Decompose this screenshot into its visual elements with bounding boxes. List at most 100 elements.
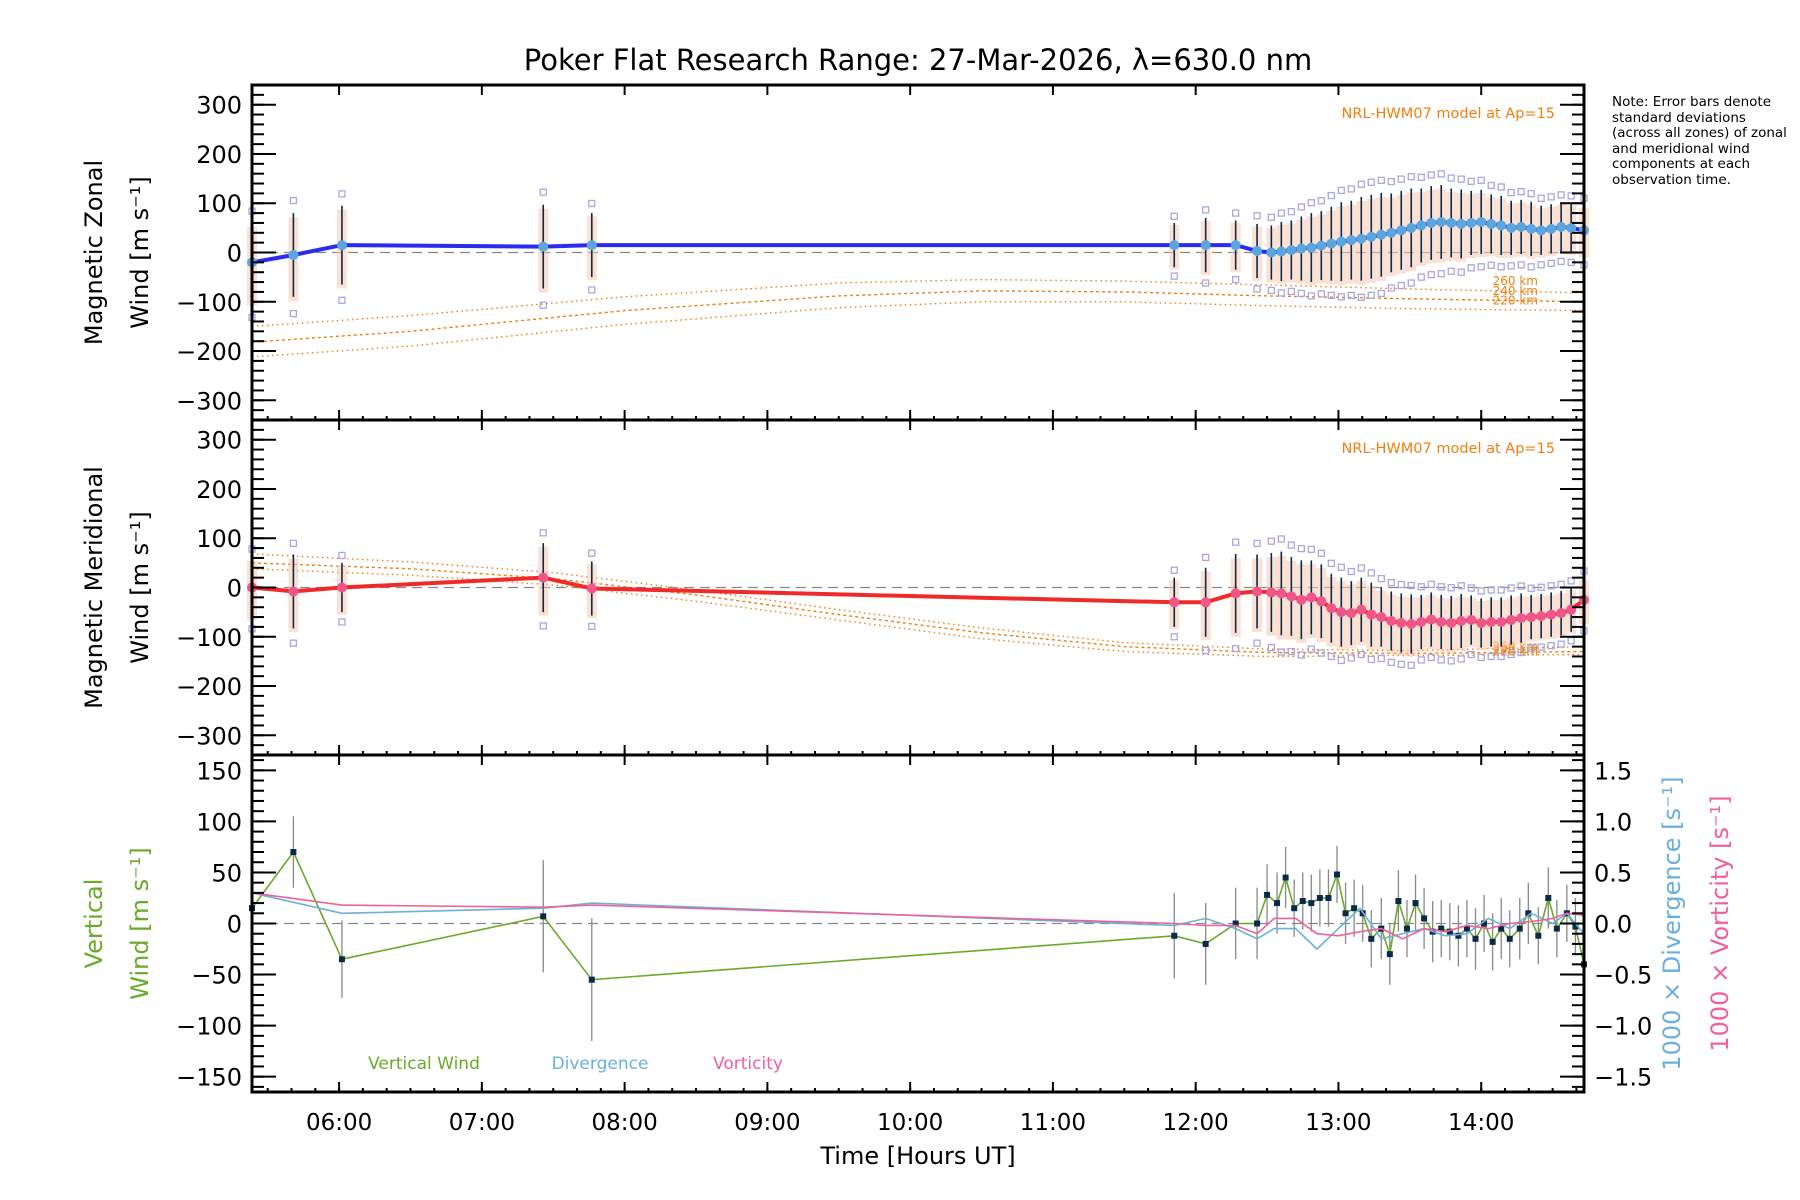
data-point — [1395, 898, 1402, 905]
zone-sample — [1507, 188, 1515, 197]
data-point — [1334, 871, 1341, 878]
data-point — [1416, 220, 1427, 231]
data-point — [1342, 910, 1349, 917]
data-point — [1496, 616, 1507, 627]
model-title: NRL-HWM07 model at Ap=15 — [1342, 441, 1555, 457]
zone-sample — [1547, 582, 1555, 590]
data-point — [1556, 221, 1567, 232]
y-axis-label: Wind [m s⁻¹] — [126, 511, 154, 663]
zone-sample — [1287, 541, 1295, 549]
y-tick-label: 100 — [196, 190, 242, 218]
y-axis-label: Magnetic Zonal — [80, 160, 108, 345]
data-point — [1506, 935, 1513, 942]
model-label: 260 km — [1493, 274, 1538, 288]
x-tick-label: 09:00 — [734, 1110, 800, 1136]
data-point — [1366, 231, 1377, 242]
data-point — [1254, 920, 1261, 927]
data-point — [1506, 222, 1517, 233]
zone-sample — [588, 199, 596, 208]
data-point — [1566, 222, 1577, 233]
data-point — [1446, 928, 1453, 935]
zone-sample — [1497, 183, 1505, 191]
data-point — [1296, 243, 1307, 254]
zone-sample — [1317, 649, 1325, 657]
zone-sample — [1417, 583, 1425, 591]
data-point — [1406, 222, 1417, 233]
model-curve-260km — [251, 553, 1585, 652]
model-title: NRL-HWM07 model at Ap=15 — [1342, 106, 1555, 122]
zone-sample — [289, 196, 298, 205]
data-point — [338, 956, 345, 963]
y-tick-label: 0 — [227, 911, 242, 939]
zone-sample — [1317, 197, 1325, 205]
data-point — [1406, 618, 1417, 629]
y-tick-label: 100 — [196, 808, 242, 836]
data-point — [1266, 247, 1277, 258]
zone-sample — [1297, 651, 1305, 659]
zone-sample — [1387, 284, 1395, 292]
y-tick-label: 300 — [196, 92, 242, 120]
y-tick-label: 200 — [196, 476, 242, 504]
zone-sample — [338, 190, 346, 198]
y-tick-label: 0 — [227, 575, 242, 603]
zone-sample — [1547, 259, 1555, 267]
data-point — [1252, 246, 1263, 257]
zone-sample — [1537, 643, 1545, 651]
data-point — [1426, 614, 1437, 625]
data-point — [1171, 932, 1178, 939]
zone-sample — [1287, 207, 1295, 216]
data-point — [1200, 240, 1211, 251]
y2-axis-label-divergence: 1000 × Divergence [s⁻¹] — [1658, 776, 1686, 1070]
zone-sample — [1567, 637, 1575, 645]
zone-sample — [1427, 171, 1435, 179]
y-tick-label: 50 — [211, 859, 242, 887]
x-tick-label: 11:00 — [1020, 1110, 1086, 1136]
data-point — [1286, 591, 1297, 602]
data-point — [1346, 235, 1357, 246]
figure-title: Poker Flat Research Range: 27-Mar-2026, … — [524, 43, 1312, 77]
data-point — [1351, 905, 1358, 912]
zone-sample — [1537, 583, 1545, 591]
y2-axis-label-vorticity: 1000 × Vorticity [s⁻¹] — [1706, 795, 1734, 1051]
zone-sample — [1547, 193, 1555, 201]
data-point — [1306, 242, 1317, 253]
panel-vertical: −150 −100 −50 0 50 100 150 Vertical Wind [m s⁻¹]… — [80, 753, 1734, 1170]
zone-sample — [1377, 654, 1385, 663]
y-tick-label: 0 — [227, 240, 242, 268]
zone-sample — [1347, 291, 1355, 300]
zone-sample — [1527, 189, 1535, 198]
data-point — [1545, 894, 1552, 901]
zone-sample — [1477, 176, 1485, 184]
zone-sample — [1517, 648, 1525, 657]
zone-sample — [1170, 633, 1178, 641]
zone-sample — [1267, 537, 1275, 545]
data-point — [1489, 938, 1496, 945]
zone-sample — [1253, 639, 1261, 647]
data-point — [336, 582, 347, 593]
zone-sample — [1507, 584, 1515, 592]
zone-sample — [1517, 188, 1525, 196]
data-point — [1472, 935, 1479, 942]
zone-sample — [1507, 262, 1515, 270]
data-point — [1546, 609, 1557, 620]
zone-sample — [1367, 655, 1375, 664]
data-point — [1325, 894, 1332, 901]
error-bar-note: Note: Error bars denote standard deviati… — [1612, 94, 1787, 188]
zone-sample — [1557, 640, 1565, 648]
data-point — [1169, 240, 1180, 251]
data-point — [1403, 925, 1410, 932]
zone-sample — [588, 286, 596, 294]
y-tick-label: 150 — [196, 757, 242, 785]
data-point — [1386, 227, 1397, 238]
zone-sample — [1170, 212, 1178, 220]
zone-sample — [1367, 178, 1375, 186]
series-line-vorticity — [251, 892, 1585, 940]
zone-sample — [1317, 549, 1325, 557]
zone-sample — [1317, 290, 1325, 298]
x-tick-label: 06:00 — [306, 1110, 372, 1136]
zone-sample — [1497, 263, 1505, 271]
legend-entry: Divergence — [552, 1054, 649, 1074]
zone-sample — [1447, 174, 1455, 182]
y-tick-label: −300 — [176, 387, 242, 415]
y-tick-label: 200 — [196, 141, 242, 169]
